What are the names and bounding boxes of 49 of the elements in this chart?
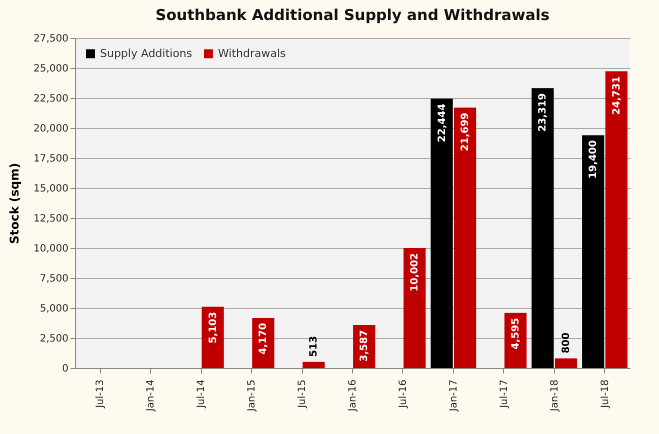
data-label: 24,731 xyxy=(611,76,622,115)
x-tick-label: Jul-14 xyxy=(196,380,208,409)
bar xyxy=(430,98,453,368)
legend-label: Withdrawals xyxy=(218,46,286,60)
data-label: 19,400 xyxy=(588,140,600,179)
data-label: 513 xyxy=(308,336,320,357)
bar xyxy=(454,108,476,368)
legend-label: Supply Additions xyxy=(100,46,192,60)
x-tick-label: Jan-18 xyxy=(549,380,560,412)
data-label: 800 xyxy=(560,332,572,354)
x-tick-label: Jan-16 xyxy=(348,380,358,412)
data-label: 23,319 xyxy=(538,93,549,132)
bar xyxy=(404,248,426,368)
x-tick-label: Jul-13 xyxy=(95,380,106,409)
bar xyxy=(605,71,628,368)
chart-title: Southbank Additional Supply and Withdrawals xyxy=(155,6,550,24)
y-tick-label: 15,000 xyxy=(34,184,68,194)
x-tick-label: Jan-14 xyxy=(146,380,157,412)
y-tick-label: 17,500 xyxy=(34,154,68,164)
y-tick-label: 0 xyxy=(62,364,68,374)
y-axis-title: Stock (sqm) xyxy=(8,162,22,244)
y-tick-label: 22,500 xyxy=(34,94,68,104)
data-label: 4,595 xyxy=(510,318,522,350)
bar xyxy=(302,362,325,368)
x-tick-label: Jul-16 xyxy=(398,380,409,409)
bar xyxy=(202,306,224,368)
y-tick-label: 12,500 xyxy=(34,214,68,224)
x-tick-label: Jul-17 xyxy=(498,380,510,409)
y-tick-label: 5,000 xyxy=(40,304,68,314)
y-tick-label: 10,000 xyxy=(34,244,68,254)
y-tick-label: 25,000 xyxy=(34,64,68,74)
data-label: 4,170 xyxy=(258,322,270,355)
x-tick-label: Jul-18 xyxy=(600,380,611,409)
data-label: 3,587 xyxy=(359,330,370,362)
data-label: 10,002 xyxy=(410,252,421,292)
x-tick-label: Jul-15 xyxy=(297,380,308,409)
x-tick-label: Jan-15 xyxy=(246,380,258,412)
data-label: 21,699 xyxy=(460,112,472,152)
bar xyxy=(532,88,554,368)
y-tick-label: 7,500 xyxy=(40,274,68,284)
y-tick-label: 27,500 xyxy=(34,34,68,44)
y-tick-label: 2,500 xyxy=(40,334,68,344)
y-tick-label: 20,000 xyxy=(34,124,68,134)
data-label: 22,444 xyxy=(436,104,448,142)
bar xyxy=(582,135,604,368)
data-label: 5,103 xyxy=(208,312,219,344)
x-tick-label: Jan-17 xyxy=(448,380,460,412)
bar xyxy=(554,358,578,368)
bar xyxy=(252,318,274,368)
